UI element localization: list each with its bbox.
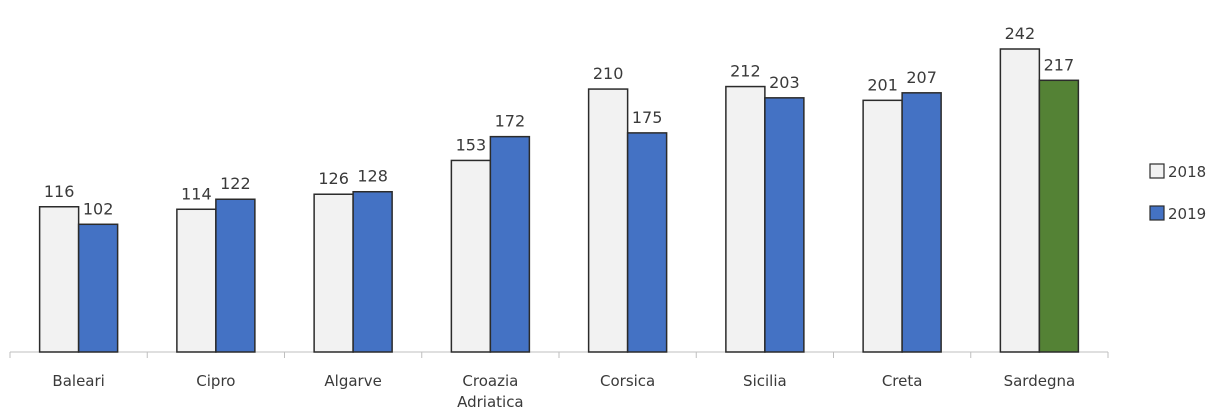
bar-2019-1 (215, 198, 256, 353)
data-label-2018-2: 126 (318, 169, 349, 188)
bar-2019-5 (764, 97, 805, 353)
bar-2018-3 (450, 159, 492, 353)
legend-swatch-2018 (1149, 163, 1165, 179)
data-label-2018-5: 212 (730, 62, 761, 81)
data-label-2019-4: 175 (632, 108, 663, 127)
data-label-2018-7: 242 (1005, 24, 1036, 43)
data-label-2018-6: 201 (867, 75, 898, 94)
category-label-6: Creta (882, 372, 923, 390)
category-label-0: Baleari (52, 372, 104, 390)
category-label-7: Sardegna (1004, 372, 1076, 390)
data-label-2019-1: 122 (220, 174, 251, 193)
data-label-2019-2: 128 (357, 167, 388, 186)
bar-2019-2 (352, 190, 393, 353)
legend-swatch-2019 (1149, 205, 1165, 221)
data-label-2018-0: 116 (44, 182, 75, 201)
bar-2019-0 (77, 223, 119, 353)
category-label-1: Cipro (196, 372, 235, 390)
category-label-2: Algarve (324, 372, 381, 390)
bar-2018-4 (587, 88, 629, 353)
category-label-3: Croazia Adriatica (457, 372, 524, 411)
bar-2018-7 (999, 48, 1041, 353)
bar-2019-3 (489, 135, 531, 353)
bar-2018-6 (862, 99, 903, 353)
data-label-2019-3: 172 (495, 112, 526, 131)
bar-2018-0 (38, 206, 80, 353)
data-label-2018-1: 114 (181, 184, 212, 203)
data-label-2018-4: 210 (593, 64, 624, 83)
bar-2019-7 (1038, 79, 1080, 353)
bar-2018-5 (725, 85, 766, 353)
bar-2018-2 (313, 193, 354, 353)
category-label-5: Sicilia (743, 372, 787, 390)
data-label-2019-0: 102 (83, 199, 114, 218)
category-label-4: Corsica (600, 372, 655, 390)
data-label-2018-3: 153 (456, 135, 487, 154)
bar-2019-6 (901, 92, 942, 353)
legend-label-2018: 2018 (1168, 163, 1206, 181)
data-label-2019-5: 203 (769, 73, 800, 92)
data-label-2019-7: 217 (1044, 55, 1075, 74)
bar-2019-4 (626, 132, 668, 353)
bar-2018-1 (176, 208, 217, 353)
legend-label-2019: 2019 (1168, 205, 1206, 223)
data-label-2019-6: 207 (906, 68, 937, 87)
